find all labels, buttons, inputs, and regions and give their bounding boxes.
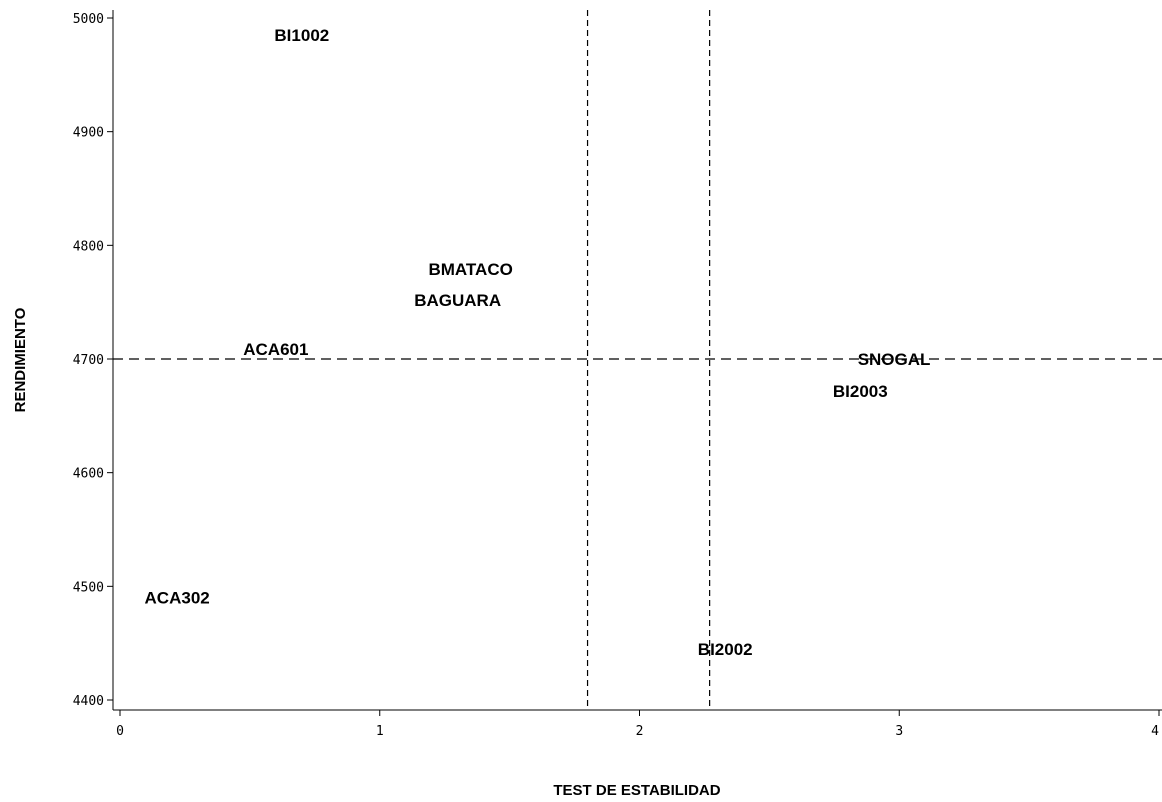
y-tick-label: 4600	[73, 467, 104, 482]
data-point-label: BAGUARA	[414, 291, 501, 310]
x-axis-ticks: 0 1 2 3 4	[116, 710, 1160, 739]
y-tick-label: 4500	[73, 580, 104, 595]
data-point-label: BMATACO	[428, 260, 512, 279]
plot-frame	[112, 10, 1162, 711]
y-tick-label: 4700	[73, 353, 104, 368]
data-point-labels: BI1002 BMATACO BAGUARA ACA601 SNOGAL BI2003 AC…	[145, 26, 931, 659]
x-tick-label: 1	[376, 724, 384, 739]
x-axis-title: TEST DE ESTABILIDAD	[553, 782, 720, 799]
data-point-label: BI2002	[698, 640, 753, 659]
y-tick-label: 4800	[73, 239, 104, 254]
y-axis-title: RENDIMIENTO	[12, 307, 29, 412]
x-tick-label: 0	[116, 724, 124, 739]
data-point-label: ACA302	[145, 589, 210, 608]
reference-lines	[113, 10, 1162, 710]
x-tick-label: 3	[895, 724, 903, 739]
y-tick-label: 5000	[73, 12, 104, 27]
y-tick-label: 4900	[73, 126, 104, 141]
data-point-label: SNOGAL	[858, 350, 931, 369]
data-point-label: BI2003	[833, 382, 888, 401]
data-point-label: BI1002	[274, 26, 329, 45]
data-point-label: ACA601	[243, 340, 308, 359]
y-axis-ticks: 4400 4500 4600 4700 4800 4900 5000	[73, 12, 113, 709]
y-tick-label: 4400	[73, 694, 104, 709]
x-tick-label: 4	[1151, 724, 1159, 739]
x-tick-label: 2	[636, 724, 644, 739]
